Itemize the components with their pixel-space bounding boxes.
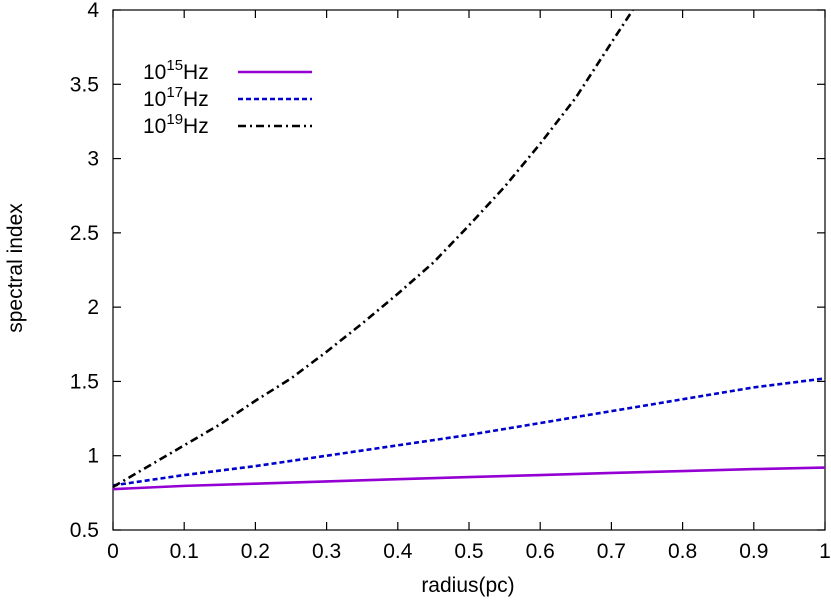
legend-label-15hz: 1015Hz (143, 57, 209, 84)
y-tick-label: 0.5 (70, 519, 99, 542)
x-tick-label: 0.8 (668, 540, 697, 563)
x-tick-label: 0.9 (739, 540, 768, 563)
x-tick-label: 0.2 (241, 540, 270, 563)
x-tick-label: 0.6 (526, 540, 555, 563)
x-axis-title: radius(pc) (421, 574, 514, 597)
legend-label-19hz: 1019Hz (143, 111, 209, 138)
series-line-15hz (113, 466, 825, 491)
y-axis: 0.5 1 1.5 2 2.5 3 3.5 4 (70, 0, 825, 542)
x-tick-label: 0 (107, 540, 119, 563)
y-tick-label: 1.5 (70, 370, 99, 393)
y-axis-title: spectral index (4, 203, 27, 333)
y-tick-label: 2 (87, 296, 99, 319)
y-tick-label: 3 (87, 148, 99, 171)
x-tick-label: 0.7 (597, 540, 626, 563)
x-tick-label: 0.5 (454, 540, 483, 563)
series-line-17hz (113, 377, 825, 487)
y-tick-label: 4 (87, 0, 99, 22)
x-tick-label: 0.3 (312, 540, 341, 563)
x-tick-label: 1 (819, 540, 831, 563)
y-tick-label: 3.5 (70, 73, 99, 96)
y-tick-label: 1 (87, 445, 99, 468)
plot-border (112, 9, 826, 531)
x-tick-label: 0.4 (383, 540, 413, 563)
series-line-19hz (113, 10, 634, 489)
series-lines (113, 10, 825, 491)
legend-label-17hz: 1017Hz (143, 84, 209, 111)
plot-frame (112, 9, 826, 531)
y-tick-label: 2.5 (70, 222, 99, 245)
x-tick-label: 0.1 (170, 540, 199, 563)
x-axis: 0 0.1 0.2 0.3 0.4 0.5 0.6 0.7 0.8 0.9 1 (107, 10, 831, 563)
